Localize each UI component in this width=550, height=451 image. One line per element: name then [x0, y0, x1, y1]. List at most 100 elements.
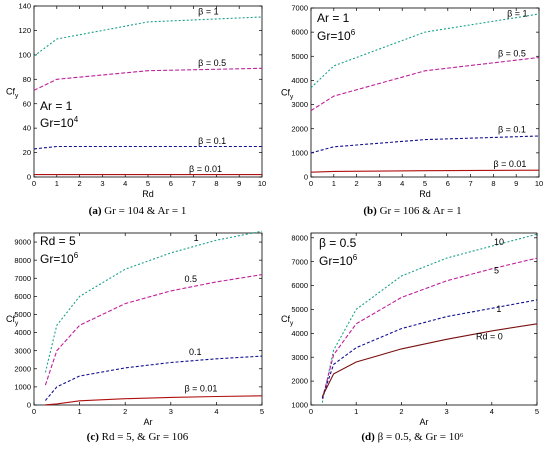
chart-c-ytick-label: 6000	[14, 292, 31, 301]
caption-d-label: (d)	[361, 431, 375, 443]
chart-c-series-line-2	[44, 355, 263, 401]
chart-c-series-label-1: 0.5	[184, 274, 197, 284]
chart-a-xtick-label: 7	[192, 179, 196, 188]
chart-c-ytick-label: 4000	[14, 328, 31, 337]
chart-b-xtick-label: 8	[491, 179, 495, 188]
chart-d-series-line-0	[321, 233, 538, 403]
chart-d-annotation-line1: β = 0.5	[319, 236, 357, 250]
chart-b-ytick-label: 5000	[291, 52, 308, 61]
chart-b-xtick-label: 9	[514, 179, 518, 188]
chart-d: 0 1 2 3 4 5 1000 2000 3000 4000 5000 6000 7000 8000 Ar…	[275, 225, 550, 433]
chart-d-annotation-line2: Gr=106	[319, 253, 358, 268]
chart-c-xtick-label: 3	[169, 407, 173, 416]
chart-a-series-line-2	[33, 145, 262, 150]
chart-a: 0 1 2 3 4 5 6 7 8 9 10 0 20 40 60 80 100 120 140 Rd Cfy β = 1…	[0, 0, 275, 205]
chart-b-ytick-label: 1000	[291, 148, 308, 157]
chart-d-ylabel: Cfy	[281, 314, 294, 327]
chart-a-ylabel-sub: y	[15, 93, 19, 100]
chart-a-ytick-label: 80	[23, 75, 31, 84]
chart-d-ylabel-sub: y	[290, 320, 294, 327]
chart-d-series-label-0: 10	[494, 237, 504, 247]
chart-c-xtick-label: 4	[214, 407, 218, 416]
caption-c-label: (c)	[86, 431, 99, 443]
chart-a-ylabel: Cfy	[6, 87, 19, 100]
chart-c: 0 1 2 3 4 5 0 1000 2000 3000 4000 5000 6000 7000 8000 9…	[0, 225, 275, 433]
caption-d-text: β = 0.5, & Gr = 10⁶	[374, 431, 464, 443]
chart-a-xtick-label: 4	[123, 179, 127, 188]
chart-a-xlabel: Rd	[142, 189, 154, 199]
chart-b-xtick-label: 3	[377, 179, 381, 188]
chart-c-series-line-1	[44, 274, 263, 386]
caption-c-text: Rd = 5, & Gr = 106	[98, 431, 189, 443]
chart-b-xtick-label: 5	[423, 179, 427, 188]
chart-c-series-label-3: β = 0.01	[184, 383, 217, 393]
chart-b-svg: 0 1 2 3 4 5 6 7 8 9 10 0 1000 2000 3000 4000 5000 6000 700…	[281, 4, 543, 199]
caption-c: (c) Rd = 5, & Gr = 106	[0, 431, 275, 443]
chart-d-xtick-label: 0	[309, 407, 313, 416]
chart-d-ytick-label: 2000	[291, 377, 308, 386]
chart-d-xtick-label: 3	[445, 407, 449, 416]
chart-d-series-label-3: Rd = 0	[476, 331, 503, 341]
chart-c-ytick-label: 9000	[14, 238, 31, 247]
chart-a-annotation-line2: Gr=104	[40, 115, 79, 130]
chart-a-xtick-label: 5	[146, 179, 150, 188]
chart-c-series-line-0	[44, 230, 263, 373]
chart-c-xlabel: Ar	[144, 417, 153, 427]
chart-a-xtick-label: 3	[100, 179, 104, 188]
chart-a-plot-frame	[33, 5, 263, 178]
caption-b-text: Gr = 106 & Ar = 1	[376, 205, 462, 217]
chart-b-annotation-line1: Ar = 1	[317, 11, 350, 25]
caption-b-label: (b)	[363, 205, 377, 217]
chart-a-ytick-label: 140	[18, 2, 31, 11]
chart-c-plot-frame	[33, 232, 263, 406]
chart-b-xlabel: Rd	[419, 189, 431, 199]
chart-c-ytick-label: 8000	[14, 256, 31, 265]
chart-b: 0 1 2 3 4 5 6 7 8 9 10 0 1000 2000 3000 4000 5000 6000 700…	[275, 0, 550, 205]
chart-c-xtick-label: 1	[78, 407, 82, 416]
chart-b-ytick-label: 0	[304, 173, 308, 182]
chart-c-series-label-0: 1	[194, 233, 199, 243]
chart-b-series-line-3	[310, 169, 540, 173]
chart-c-ytick-label: 1000	[14, 382, 31, 391]
chart-d-xtick-label: 2	[399, 407, 403, 416]
chart-c-ytick-label: 5000	[14, 310, 31, 319]
chart-a-annotation-exponent: 4	[74, 115, 79, 124]
chart-d-ytick-label: 4000	[291, 329, 308, 338]
chart-a-ytick-label: 100	[18, 50, 31, 59]
chart-b-ytick-label: 6000	[291, 28, 308, 37]
chart-a-xtick-label: 9	[237, 179, 241, 188]
chart-a-ytick-label: 40	[23, 124, 31, 133]
chart-b-ytick-label: 4000	[291, 76, 308, 85]
chart-b-ytick-label: 2000	[291, 124, 308, 133]
chart-c-ylabel-sub: y	[15, 320, 19, 327]
chart-a-xtick-label: 8	[214, 179, 218, 188]
chart-a-series-label-0: β = 1	[198, 7, 218, 17]
chart-b-series-label-0: β = 1	[507, 8, 527, 18]
chart-b-xtick-label: 6	[446, 179, 450, 188]
chart-d-xtick-label: 5	[535, 407, 539, 416]
chart-c-ytick-label: 2000	[14, 364, 31, 373]
chart-a-series-line-1	[33, 67, 263, 91]
chart-c-xtick-label: 0	[32, 407, 36, 416]
chart-a-xtick-label: 1	[55, 179, 59, 188]
chart-a-series-label-3: β = 0.01	[189, 164, 222, 174]
chart-c-ytick-label: 0	[27, 401, 31, 410]
chart-b-xtick-label: 7	[469, 179, 473, 188]
chart-c-svg: 0 1 2 3 4 5 0 1000 2000 3000 4000 5000 6000 7000 8000 9…	[6, 230, 264, 427]
chart-d-ytick-label: 5000	[291, 305, 308, 314]
chart-c-xtick-label: 5	[260, 407, 264, 416]
chart-a-xtick-label: 6	[169, 179, 173, 188]
chart-a-ytick-label: 60	[23, 99, 31, 108]
chart-a-ytick-label: 0	[27, 173, 31, 182]
chart-d-svg: 0 1 2 3 4 5 1000 2000 3000 4000 5000 6000 7000 8000 Ar…	[281, 232, 539, 427]
chart-d-xlabel: Ar	[420, 417, 429, 427]
chart-c-series-label-2: 0.1	[189, 347, 202, 357]
chart-b-series-label-2: β = 0.1	[498, 124, 526, 134]
chart-d-plot-frame	[310, 232, 538, 406]
chart-b-xtick-label: 0	[309, 179, 313, 188]
chart-c-ytick-label: 7000	[14, 274, 31, 283]
chart-c-annotation-exponent: 6	[74, 251, 79, 260]
chart-a-ytick-label: 120	[18, 26, 31, 35]
chart-b-xtick-label: 10	[535, 179, 543, 188]
chart-c-ytick-label: 3000	[14, 346, 31, 355]
